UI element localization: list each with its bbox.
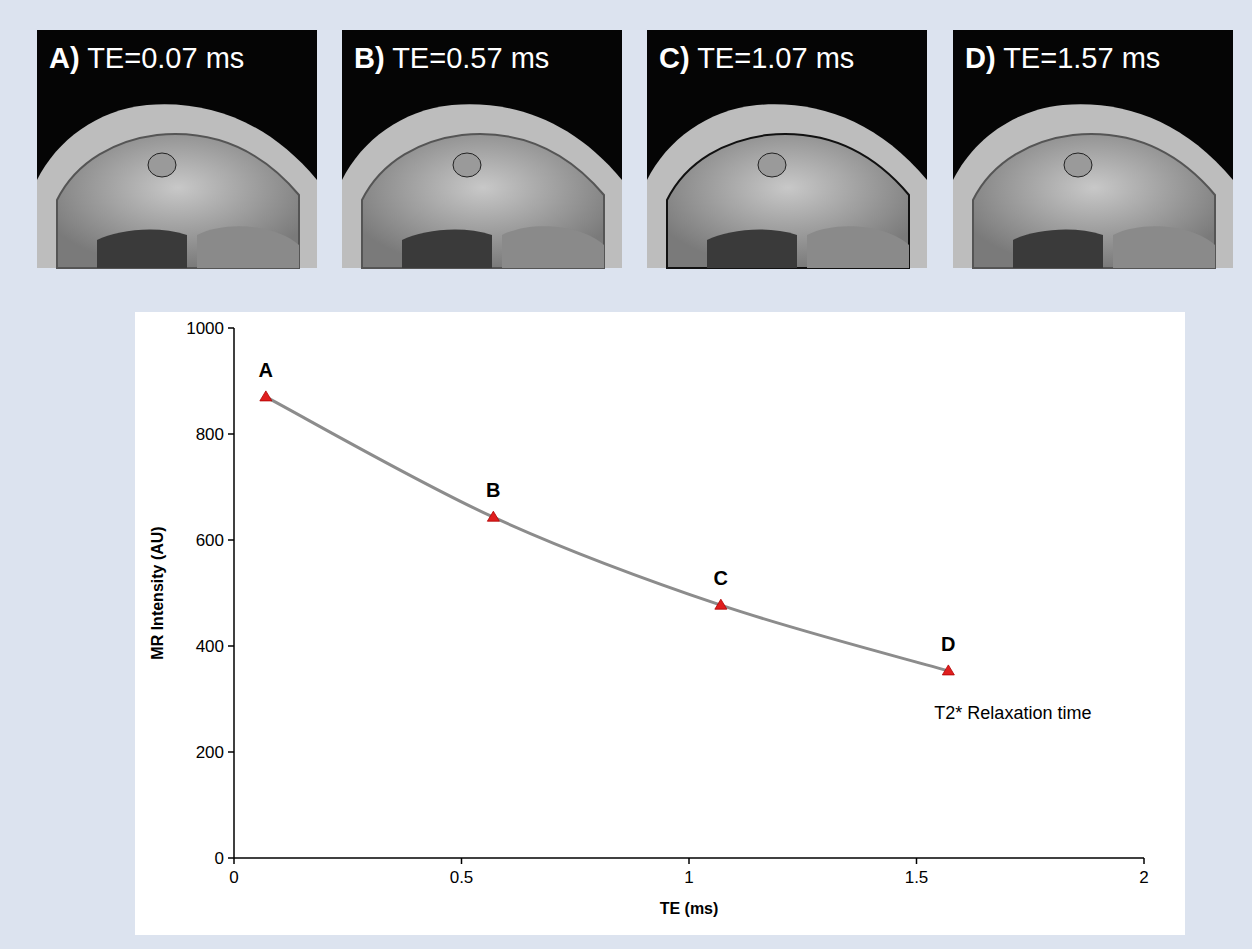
image-frame	[37, 30, 317, 268]
point-label: B	[486, 479, 500, 501]
y-tick-label: 1000	[186, 319, 224, 338]
x-tick	[233, 858, 235, 864]
panel-letter: C)	[659, 42, 690, 74]
bone	[197, 226, 299, 268]
y-tick	[228, 539, 234, 541]
series-annotation: T2* Relaxation time	[934, 703, 1091, 723]
panel-title: C) TE=1.07 ms	[659, 42, 854, 74]
image-panel: D) TE=1.57 ms	[953, 30, 1233, 268]
y-tick	[228, 645, 234, 647]
x-tick	[461, 858, 463, 864]
tissue-inner	[362, 134, 604, 268]
page: A) TE=0.07 ms B) TE=0.57 ms C) TE=1.07 ms D…	[0, 0, 1252, 949]
x-tick-label: 0.5	[450, 868, 474, 887]
chart-area	[135, 312, 1185, 935]
x-tick	[1143, 858, 1145, 864]
y-tick-label: 0	[215, 849, 224, 868]
image-frame	[953, 30, 1233, 268]
bone	[402, 230, 492, 268]
x-tick	[916, 858, 918, 864]
soft-tissue	[953, 104, 1233, 268]
image-panel: A) TE=0.07 ms	[37, 30, 317, 268]
series-line	[266, 397, 949, 671]
tissue-inner	[57, 134, 299, 268]
bone	[1113, 226, 1215, 268]
y-tick	[228, 857, 234, 859]
structure	[453, 153, 481, 177]
plot-group	[260, 391, 955, 675]
y-tick-label: 600	[196, 531, 224, 550]
soft-tissue	[37, 104, 317, 268]
y-tick	[228, 327, 234, 329]
x-axis-title: TE (ms)	[660, 900, 719, 917]
panel-letter: A)	[49, 42, 80, 74]
point-marker	[715, 599, 727, 609]
panel-letter: D)	[965, 42, 996, 74]
panel-letter: B)	[354, 42, 385, 74]
panel-title: A) TE=0.07 ms	[49, 42, 244, 74]
image-panel: B) TE=0.57 ms	[342, 30, 622, 268]
panel-label: TE=1.07 ms	[690, 42, 855, 74]
point-marker	[487, 511, 499, 521]
image-panel: C) TE=1.07 ms	[647, 30, 927, 268]
bone	[1013, 230, 1103, 268]
panel-title: B) TE=0.57 ms	[354, 42, 549, 74]
panel-label: TE=0.57 ms	[385, 42, 550, 74]
x-tick-label: 0	[229, 868, 238, 887]
structure	[1064, 153, 1092, 177]
panel-label: TE=0.07 ms	[80, 42, 245, 74]
y-tick	[228, 751, 234, 753]
x-tick	[688, 858, 690, 864]
structure	[148, 153, 176, 177]
point-label: C	[714, 567, 728, 589]
point-marker	[942, 665, 954, 675]
bone	[807, 226, 909, 268]
x-tick-label: 2	[1139, 868, 1148, 887]
image-frame	[647, 30, 927, 268]
point-label: A	[259, 359, 273, 381]
image-frame	[342, 30, 622, 268]
y-tick-label: 400	[196, 637, 224, 656]
structure	[758, 153, 786, 177]
panel-title: D) TE=1.57 ms	[965, 42, 1160, 74]
y-axis	[233, 328, 235, 858]
tissue-inner	[667, 134, 909, 268]
y-tick	[228, 433, 234, 435]
y-axis-title: MR Intensity (AU)	[149, 526, 166, 659]
x-tick-label: 1	[684, 868, 693, 887]
bone	[707, 230, 797, 268]
bone	[502, 226, 604, 268]
tissue-inner	[973, 134, 1215, 268]
panel-label: TE=1.57 ms	[996, 42, 1161, 74]
y-tick-label: 200	[196, 743, 224, 762]
x-tick-label: 1.5	[905, 868, 929, 887]
point-label: D	[941, 633, 955, 655]
point-marker	[260, 391, 272, 401]
soft-tissue	[647, 104, 927, 268]
background	[0, 0, 1252, 949]
bone	[97, 230, 187, 268]
y-tick-label: 800	[196, 425, 224, 444]
soft-tissue	[342, 104, 622, 268]
